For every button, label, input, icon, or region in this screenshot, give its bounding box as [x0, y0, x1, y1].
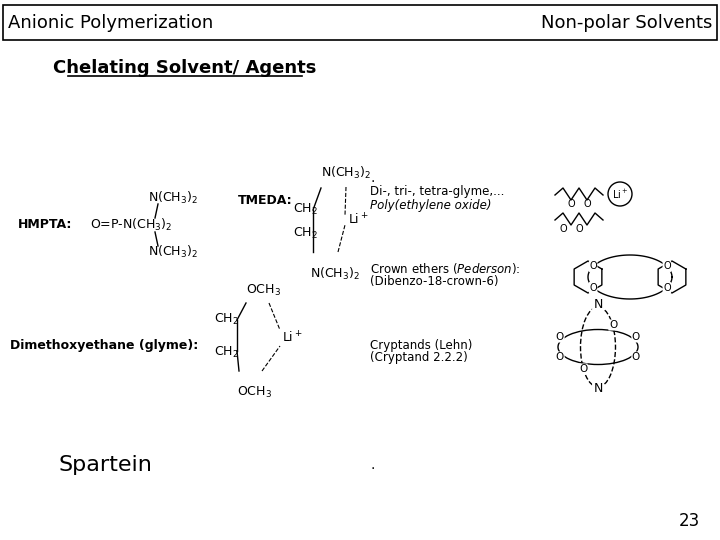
- Text: O: O: [579, 364, 587, 374]
- Text: OCH$_3$: OCH$_3$: [246, 283, 281, 298]
- Text: (Cryptand 2.2.2): (Cryptand 2.2.2): [370, 352, 468, 365]
- Text: Di-, tri-, tetra-glyme,...: Di-, tri-, tetra-glyme,...: [370, 186, 505, 199]
- Text: HMPTA:: HMPTA:: [18, 219, 73, 232]
- Text: Cryptands (Lehn): Cryptands (Lehn): [370, 339, 472, 352]
- Text: O=P-N(CH$_3$)$_2$: O=P-N(CH$_3$)$_2$: [90, 217, 172, 233]
- Text: N(CH$_3$)$_2$: N(CH$_3$)$_2$: [310, 266, 360, 282]
- Text: Chelating Solvent/ Agents: Chelating Solvent/ Agents: [53, 59, 317, 77]
- Text: O: O: [575, 224, 582, 234]
- Text: O: O: [567, 199, 575, 209]
- Text: Spartein: Spartein: [58, 455, 152, 475]
- Text: Anionic Polymerization: Anionic Polymerization: [8, 14, 213, 32]
- Text: N(CH$_3$)$_2$: N(CH$_3$)$_2$: [148, 190, 198, 206]
- Text: Non-polar Solvents: Non-polar Solvents: [541, 14, 712, 32]
- Text: .: .: [370, 171, 374, 185]
- Text: O: O: [556, 332, 564, 342]
- Text: O: O: [632, 352, 640, 362]
- Text: Dimethoxyethane (glyme):: Dimethoxyethane (glyme):: [10, 339, 198, 352]
- Text: Crown ethers ($\it{Pederson}$):: Crown ethers ($\it{Pederson}$):: [370, 260, 521, 275]
- Text: O: O: [556, 352, 564, 362]
- Text: CH$_2$: CH$_2$: [293, 201, 318, 217]
- Text: Li$^+$: Li$^+$: [282, 330, 302, 346]
- Text: N(CH$_3$)$_2$: N(CH$_3$)$_2$: [321, 165, 371, 181]
- Text: OCH$_3$: OCH$_3$: [237, 385, 272, 400]
- Text: TMEDA:: TMEDA:: [238, 193, 292, 206]
- Text: CH$_2$: CH$_2$: [214, 312, 239, 327]
- Text: 23: 23: [679, 512, 700, 530]
- Text: O: O: [663, 282, 670, 293]
- Text: O: O: [663, 261, 670, 272]
- Text: (Dibenzo-18-crown-6): (Dibenzo-18-crown-6): [370, 274, 498, 287]
- Text: Li$^+$: Li$^+$: [612, 187, 629, 200]
- Text: O: O: [632, 332, 640, 342]
- Text: N(CH$_3$)$_2$: N(CH$_3$)$_2$: [148, 244, 198, 260]
- Text: O: O: [559, 224, 567, 234]
- Text: CH$_2$: CH$_2$: [214, 345, 239, 360]
- Text: Li$^+$: Li$^+$: [348, 212, 369, 228]
- Text: O: O: [583, 199, 591, 209]
- Text: O: O: [590, 261, 597, 272]
- Text: CH$_2$: CH$_2$: [293, 226, 318, 240]
- Text: N: N: [593, 382, 603, 395]
- Text: Poly(ethylene oxide): Poly(ethylene oxide): [370, 199, 492, 213]
- FancyBboxPatch shape: [3, 5, 717, 40]
- Text: O: O: [590, 282, 597, 293]
- Text: N: N: [593, 299, 603, 312]
- Text: .: .: [370, 458, 374, 472]
- Text: O: O: [609, 320, 617, 330]
